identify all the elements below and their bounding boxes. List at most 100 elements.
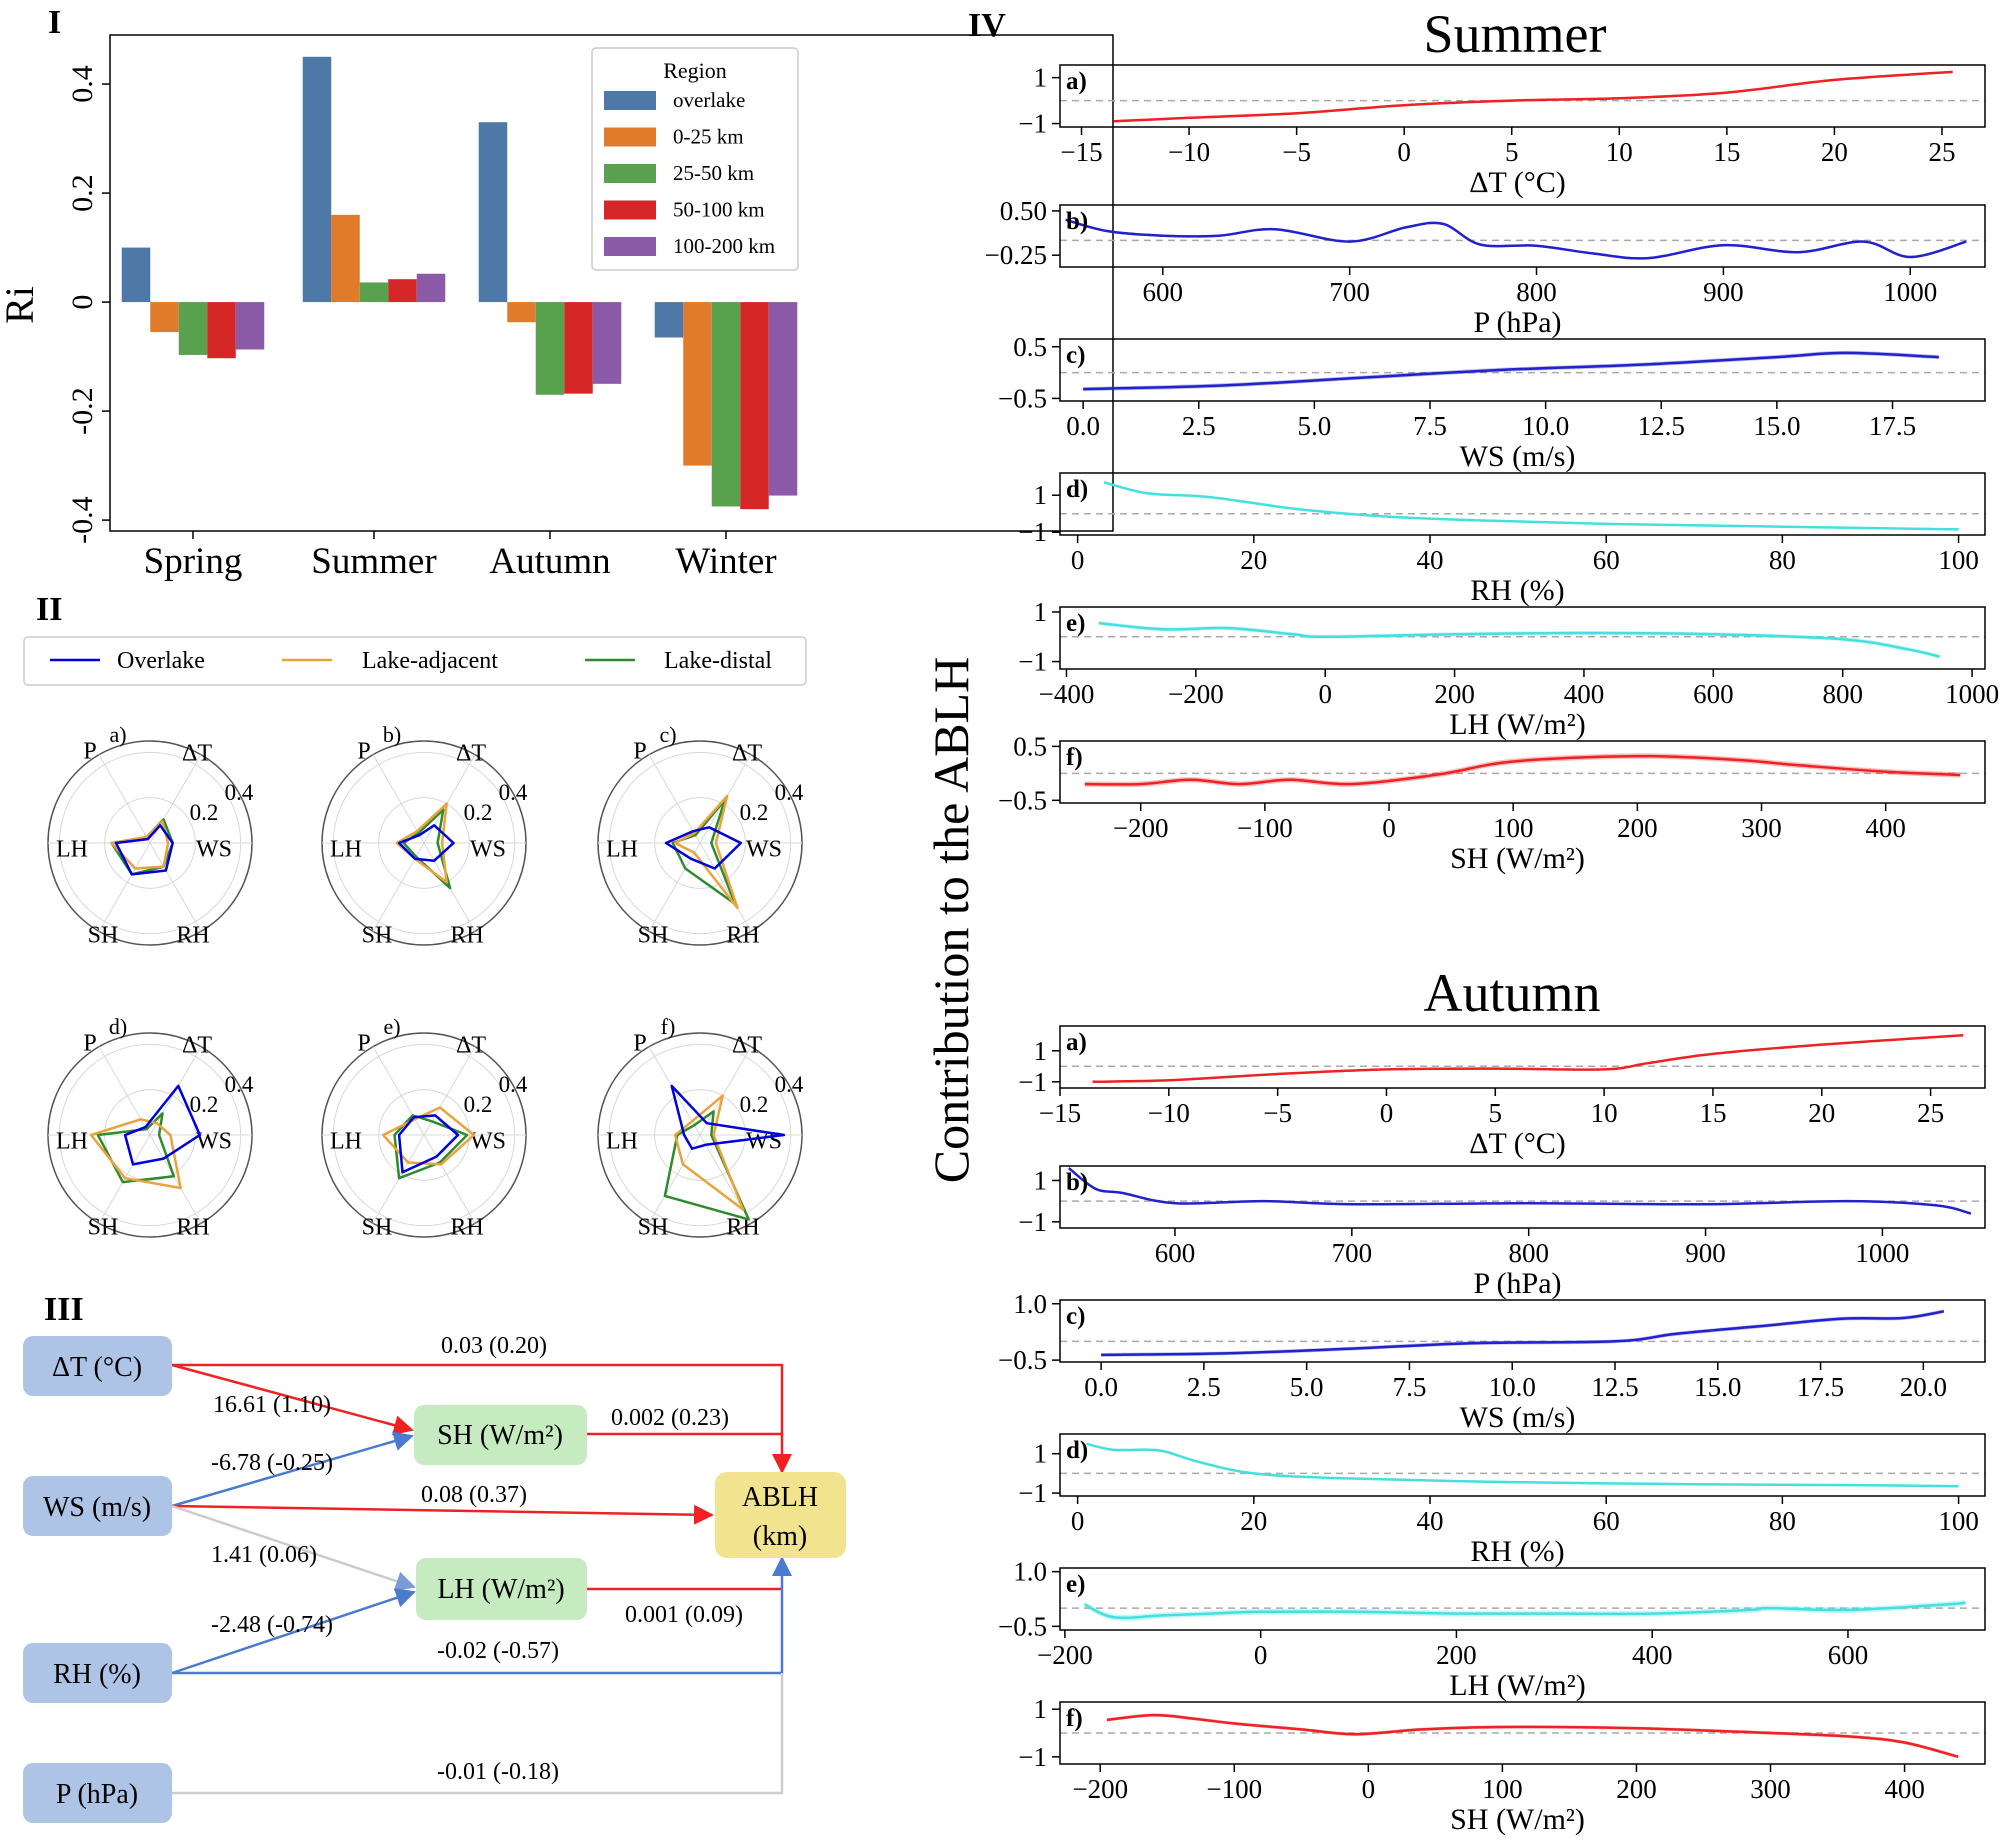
bar-x-tick-label: Summer [311, 541, 436, 582]
y-tick-label: 1 [1034, 1165, 1048, 1195]
panel-sub-label: e) [1066, 610, 1085, 637]
contribution-line [1065, 218, 1967, 260]
panel-label-I: I [48, 4, 61, 41]
y-tick-label: 1 [1034, 597, 1048, 627]
iv-y-axis-label: Contribution to the ABLH [923, 657, 979, 1183]
iv-title-summer: Summer [1424, 4, 1607, 64]
x-axis-label: RH (%) [1470, 1535, 1564, 1568]
radar-chart-label: d) [109, 1014, 127, 1039]
y-tick-label: 1.0 [1013, 1557, 1047, 1587]
radar-ring-label: 0.4 [225, 1072, 254, 1097]
edge-label-SH-ABLH: 0.002 (0.23) [611, 1405, 729, 1431]
radar-series-overlake [670, 1084, 786, 1150]
line-panel-autumn-e: e) −0.5 1.0 −200 0 200 400 600 LH (W/m²) [998, 1557, 1986, 1702]
radar-series-overlake [397, 1114, 460, 1174]
edge-RH-LH [171, 1588, 416, 1675]
x-tick-label: 12.5 [1591, 1372, 1638, 1402]
radar-axis-label: LH [56, 837, 88, 863]
radar-series-overlake [114, 824, 174, 876]
line-panel-autumn-d: d) −1 1 0 20 40 60 80 100 RH (%) [1018, 1433, 1986, 1568]
radar-spoke [648, 754, 701, 844]
x-tick-label: 80 [1769, 545, 1796, 575]
radar-axis-label: P [633, 1031, 646, 1057]
radar-axis-label: WS [196, 1129, 232, 1155]
x-tick-label: −400 [1039, 679, 1095, 709]
bar-0-25-km-winter [683, 302, 712, 466]
bar-0-25-km-spring [150, 302, 179, 333]
x-tick-label: 0.0 [1066, 411, 1100, 441]
radar-ring-label: 0.2 [190, 1092, 219, 1117]
bar-legend-swatch [604, 164, 656, 183]
panel-frame [1059, 64, 1986, 128]
radar-axis-label: ΔT [456, 741, 486, 767]
bar-25-50-km-autumn [535, 302, 565, 395]
radar-axis-label: LH [606, 837, 638, 863]
edge-WS-SH [171, 1431, 414, 1508]
x-axis-label: P (hPa) [1473, 1267, 1561, 1300]
x-tick-label: 7.5 [1413, 411, 1447, 441]
bar-y-tick-label: 0.2 [66, 174, 99, 212]
radar-series-lake-distal [663, 1110, 750, 1221]
radar-ring-label: 0.2 [464, 1092, 493, 1117]
x-tick-label: 10 [1591, 1098, 1618, 1128]
y-tick-label: 0.5 [1013, 332, 1047, 362]
bar-x-ticks: Spring Summer Autumn Winter [144, 531, 777, 582]
radar-spoke [699, 1046, 752, 1136]
radar-axis-label: WS [746, 837, 782, 863]
bar-legend: Region overlake 0-25 km 25-50 km 50-100 km 1… [591, 47, 799, 271]
line-panel-summer-d: d) −1 1 0 20 40 60 80 100 RH (%) [1018, 472, 1986, 607]
node-RH [23, 1643, 172, 1703]
x-tick-label: 5 [1489, 1098, 1503, 1128]
x-tick-label: 0 [1254, 1640, 1268, 1670]
y-tick-label: −1 [1018, 1478, 1047, 1508]
radar-axis-label: ΔT [182, 741, 212, 767]
x-tick-label: 20 [1240, 1506, 1267, 1536]
iv-title-autumn: Autumn [1423, 963, 1600, 1023]
radar-ring-label: 0.4 [775, 780, 804, 805]
y-tick-label: −1 [1018, 1742, 1047, 1772]
x-tick-label: −200 [1113, 813, 1169, 843]
x-tick-label: 100 [1493, 813, 1534, 843]
y-tick-label: −1 [1018, 109, 1047, 139]
contribution-line [1092, 1034, 1964, 1084]
x-tick-label: 17.5 [1797, 1372, 1844, 1402]
bar-y-tick-label: -0.4 [66, 496, 99, 544]
contribution-line [1083, 1601, 1966, 1620]
x-tick-label: 100 [1938, 1506, 1979, 1536]
node-SH-label: SH (W/m²) [437, 1420, 563, 1451]
bar-bars [121, 56, 798, 510]
radar-axis-label: P [633, 739, 646, 765]
panel-frame [1059, 606, 1986, 670]
bar-y-tick-label: -0.2 [66, 387, 99, 435]
x-axis-label: LH (W/m²) [1449, 1669, 1585, 1702]
bar-y-axis-label: Ri [0, 286, 42, 324]
x-tick-label: 5.0 [1298, 411, 1332, 441]
line-panel-summer-a: a) −1 1 −15 −10 −5 0 5 10 15 20 25 ΔT (°C) [1018, 63, 1986, 199]
panel-frame [1059, 204, 1986, 268]
x-tick-label: 200 [1436, 1640, 1477, 1670]
line-panel-summer-c: c) −0.5 0.5 0.0 2.5 5.0 7.5 10.0 12.5 15.0 17.5 WS … [998, 332, 1986, 473]
radar-legend: Overlake Lake-adjacent Lake-distal [23, 636, 807, 686]
x-tick-label: 20 [1808, 1098, 1835, 1128]
radar-spoke [699, 842, 752, 932]
radar-spoke [372, 754, 425, 844]
path-diagram: 0.03 (0.20) 16.61 (1.10) -6.78 (-0.25) 0… [23, 1333, 846, 1823]
confidence-band [1086, 1442, 1959, 1488]
x-tick-label: −15 [1039, 1098, 1081, 1128]
radar-chart-label: f) [661, 1014, 676, 1039]
x-tick-label: 10.0 [1489, 1372, 1536, 1402]
radar-axis-label: LH [330, 1129, 362, 1155]
radar-series-lake-distal [96, 1112, 176, 1184]
bar-legend-swatch [604, 200, 656, 220]
x-tick-label: 20.0 [1900, 1372, 1947, 1402]
radar-axis-label: RH [176, 1215, 209, 1241]
radar-axis-label: LH [330, 837, 362, 863]
node-ABLH [715, 1472, 846, 1558]
radar-axis-label: LH [56, 1129, 88, 1155]
bar-legend-item: 100-200 km [673, 234, 775, 258]
y-tick-label: 1 [1034, 1439, 1048, 1469]
edge-label-WS-ABLH: 0.08 (0.37) [421, 1482, 527, 1508]
panel-label-II: II [36, 591, 62, 628]
x-axis-label: WS (m/s) [1460, 1401, 1576, 1434]
